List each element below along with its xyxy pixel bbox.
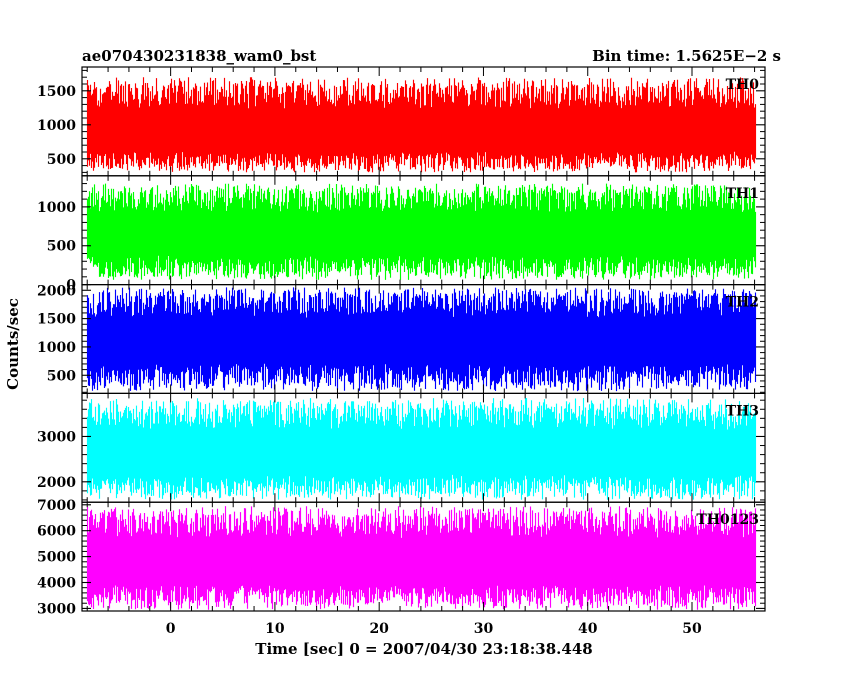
x-tick-label: 30	[474, 621, 494, 637]
y-tick-label: 3000	[37, 601, 76, 617]
panel-label-th0: TH0	[726, 77, 760, 93]
series-th1	[86, 183, 757, 280]
x-tick-label: 40	[578, 621, 598, 637]
y-axis-title: Counts/sec	[4, 298, 22, 390]
panel-label-th2: TH2	[726, 295, 759, 311]
y-tick-label: 4000	[37, 576, 76, 592]
y-tick-label: 1000	[37, 200, 76, 216]
panel-stack: 500 1000 1500 TH0 0 500 1000 TH1 500 1000 1500 2000…	[37, 66, 766, 617]
panel-label-th1: TH1	[726, 186, 759, 202]
x-tick-label: 0	[166, 621, 176, 637]
y-tick-label: 1500	[37, 312, 76, 328]
x-axis-title: Time [sec] 0 = 2007/04/30 23:18:38.448	[255, 640, 592, 658]
panel-label-th3: TH3	[726, 403, 759, 419]
panel-th3: 2000 3000 TH3	[37, 392, 766, 503]
y-tick-label: 0	[66, 278, 76, 294]
y-tick-label: 6000	[37, 524, 76, 540]
series-th0123	[86, 506, 757, 610]
panel-th1: 0 500 1000 TH1	[37, 175, 766, 294]
y-tick-label: 2000	[37, 283, 76, 299]
x-tick-label: 10	[265, 621, 285, 637]
series-th2	[86, 287, 757, 392]
x-axis-ticks: 0 10 20 30 40 50	[166, 621, 702, 637]
panel-th0: 500 1000 1500 TH0	[37, 66, 766, 177]
y-tick-label: 500	[47, 239, 76, 255]
panel-label-th0123: TH0123	[696, 512, 759, 528]
y-tick-label: 3000	[37, 429, 76, 445]
panel-th2: 500 1000 1500 2000 TH2	[37, 283, 766, 395]
bin-time-label: Bin time: 1.5625E−2 s	[592, 47, 781, 65]
panel-th0123: 3000 4000 5000 6000 7000 TH0123	[37, 498, 766, 617]
x-tick-label: 20	[369, 621, 389, 637]
y-tick-label: 1000	[37, 118, 76, 134]
chart-title-left: ae070430231838_wam0_bst	[82, 47, 316, 65]
y-tick-label: 500	[47, 152, 76, 168]
y-tick-label: 1000	[37, 340, 76, 356]
y-tick-label: 1500	[37, 84, 76, 100]
y-tick-label: 2000	[37, 475, 76, 491]
y-tick-label: 500	[47, 368, 76, 384]
series-th0	[86, 77, 757, 173]
series-th3	[86, 398, 757, 500]
y-tick-label: 7000	[37, 498, 76, 514]
y-tick-label: 5000	[37, 550, 76, 566]
x-tick-label: 50	[682, 621, 702, 637]
